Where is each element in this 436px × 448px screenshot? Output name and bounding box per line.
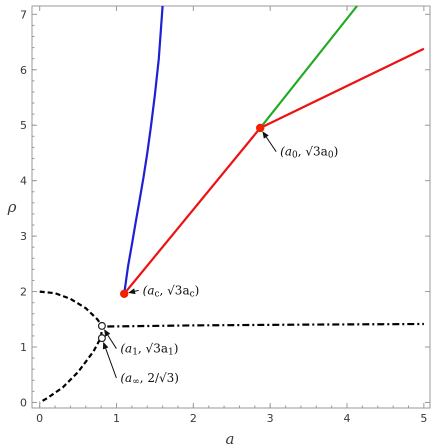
curves <box>39 5 425 404</box>
point-marker <box>255 123 265 133</box>
annotation-label: (a0, √3a0) <box>280 145 338 161</box>
series-line-3 <box>39 290 104 404</box>
annotations: (ac, √3ac) (a0, √3a0) (a1, √3a1) (a∞, 2/√3) <box>120 145 338 387</box>
y-tick-label: 0 <box>20 396 27 409</box>
axis-ticks: 0 1 2 3 4 5 0 1 2 3 4 5 6 7 <box>20 6 430 425</box>
y-axis-title: ρ <box>7 198 17 216</box>
annotation-label: (ac, √3ac) <box>143 283 200 299</box>
annotation-arrow <box>104 329 117 349</box>
y-tick-label: 6 <box>20 64 27 77</box>
series-line-1 <box>123 47 425 295</box>
annotation-label: (a∞, 2/√3) <box>120 371 179 387</box>
x-tick-label: 1 <box>113 412 120 425</box>
y-tick-label: 5 <box>20 119 27 132</box>
x-tick-label: 0 <box>36 412 43 425</box>
x-tick-label: 2 <box>190 412 197 425</box>
y-tick-label: 4 <box>20 175 27 188</box>
series-line-2 <box>259 5 358 129</box>
annotation-label: (a1, √3a1) <box>120 342 178 358</box>
annotation-arrow <box>128 288 139 295</box>
series-line-0 <box>123 5 164 294</box>
point-marker <box>120 289 129 298</box>
y-tick-label: 2 <box>20 286 27 299</box>
annotation-arrow <box>262 131 277 152</box>
y-tick-label: 1 <box>20 341 27 354</box>
x-axis-title: a <box>226 430 235 448</box>
annotation-arrow <box>102 341 117 379</box>
y-tick-label: 3 <box>20 230 27 243</box>
plot-frame <box>31 5 431 409</box>
point-marker <box>97 334 106 343</box>
markers <box>97 123 265 343</box>
x-tick-label: 5 <box>420 412 427 425</box>
y-tick-label: 7 <box>20 8 27 21</box>
x-tick-label: 4 <box>344 412 351 425</box>
x-tick-label: 3 <box>267 412 274 425</box>
series-line-4 <box>107 322 424 328</box>
annotation-arrows <box>102 131 277 379</box>
point-marker <box>97 321 106 330</box>
